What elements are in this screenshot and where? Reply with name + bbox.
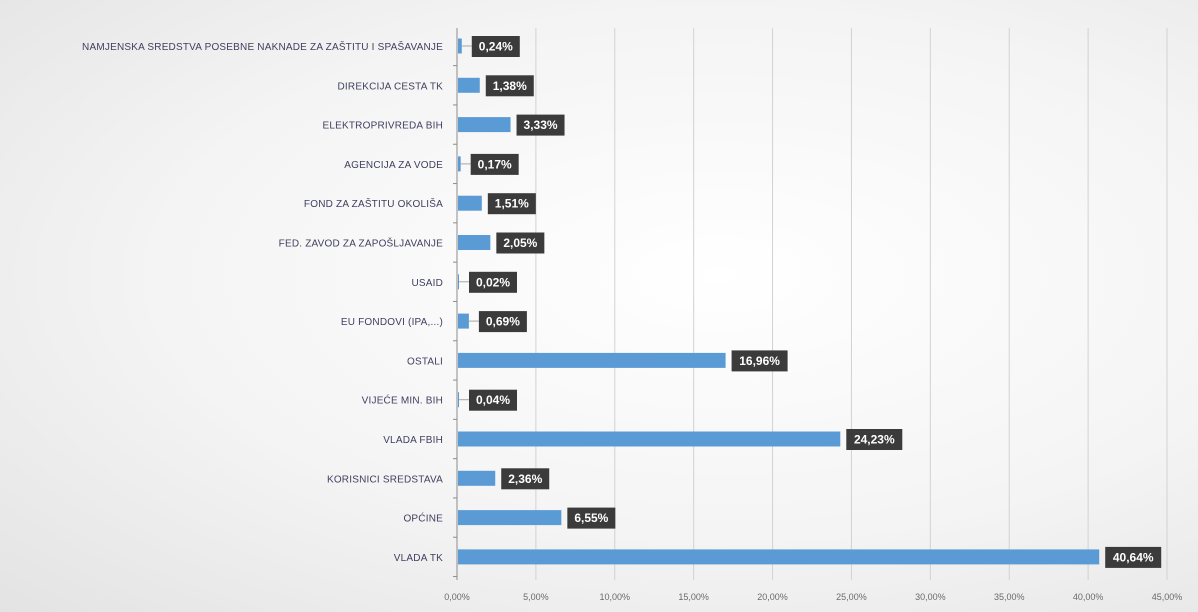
x-tick-label: 10,00% [600,592,631,602]
bar [458,235,491,250]
x-tick-label: 35,00% [994,592,1025,602]
bar [458,274,459,290]
bar [458,470,496,486]
x-tick-label: 45,00% [1152,592,1183,602]
data-label: 0,17% [478,157,512,171]
data-label: 1,38% [493,79,527,93]
category-label: AGENCIJA ZA VODE [344,160,443,171]
data-label: 3,33% [524,118,558,132]
category-label: NAMJENSKA SREDSTVA POSEBNE NAKNADE ZA ZA… [82,40,443,53]
data-label-box [731,350,788,372]
bar [458,431,841,447]
category-labels: NAMJENSKA SREDSTVA POSEBNE NAKNADE ZA ZA… [82,40,443,564]
bar [458,392,459,408]
data-label-box [1105,546,1162,568]
category-label: FOND ZA ZAŠTITU OKOLIŠA [304,197,443,210]
data-label-box [478,311,527,333]
bar [458,352,726,368]
x-tick-label: 0,00% [444,592,470,602]
category-label: DIREKCIJA CESTA TK [338,81,444,92]
data-label-box [487,193,536,215]
x-axis-tick-labels: 0,00% 5,00% 10,00% 15,00% 20,00% 25,00% 30,00%… [444,592,1182,602]
data-label: 0,02% [476,275,510,289]
data-label-box [496,232,545,254]
category-label: VLADA FBIH [383,435,443,446]
data-label-box [471,36,520,57]
bars [458,38,1100,565]
data-label: 16,96% [739,354,780,368]
x-tick-label: 5,00% [523,592,549,602]
data-label: 2,05% [503,236,537,250]
x-tick-label: 25,00% [836,592,867,602]
x-tick-label: 40,00% [1073,592,1104,602]
category-label: FED. ZAVOD ZA ZAPOŠLJAVANJE [279,237,443,250]
data-label-box [469,389,517,411]
data-label: 0,04% [476,393,510,407]
category-label: VIJEĆE MIN. BIH [362,394,443,407]
data-label-box [567,507,616,529]
bar [458,313,469,329]
data-label-box [469,271,517,293]
category-label: OPĆINE [403,512,443,525]
bar [458,38,462,54]
bar [458,117,511,133]
data-label-box [516,114,565,136]
data-label-box [485,75,534,97]
data-label-box [501,468,550,490]
category-label: VLADA TK [394,553,443,564]
x-tick-label: 30,00% [915,592,946,602]
category-label: EU FONDOVI (IPA,...) [341,317,443,328]
bar [458,195,482,211]
x-tick-label: 20,00% [757,592,788,602]
data-label: 0,24% [479,40,513,54]
bar [458,549,1100,565]
data-label-box [846,429,903,450]
data-label: 2,36% [508,472,542,486]
category-label: USAID [411,278,443,289]
gridlines [453,28,1168,580]
data-label: 0,69% [486,315,520,329]
data-label-box [470,153,519,175]
data-label: 1,51% [495,197,529,211]
bar [458,156,461,172]
category-label: OSTALI [407,356,443,367]
data-labels: 0,24% 1,38% 3,33% 0,17% 1,51% 2,05% 0,02% 0,69%… [459,36,1162,568]
category-label: KORISNICI SREDSTAVA [327,474,443,485]
bar [458,77,480,93]
data-label: 6,55% [574,511,608,525]
data-label: 40,64% [1113,550,1154,564]
bar [458,510,562,526]
data-label: 24,23% [854,433,895,447]
x-tick-label: 15,00% [678,592,709,602]
category-label: ELEKTROPRIVREDA BIH [323,121,444,132]
